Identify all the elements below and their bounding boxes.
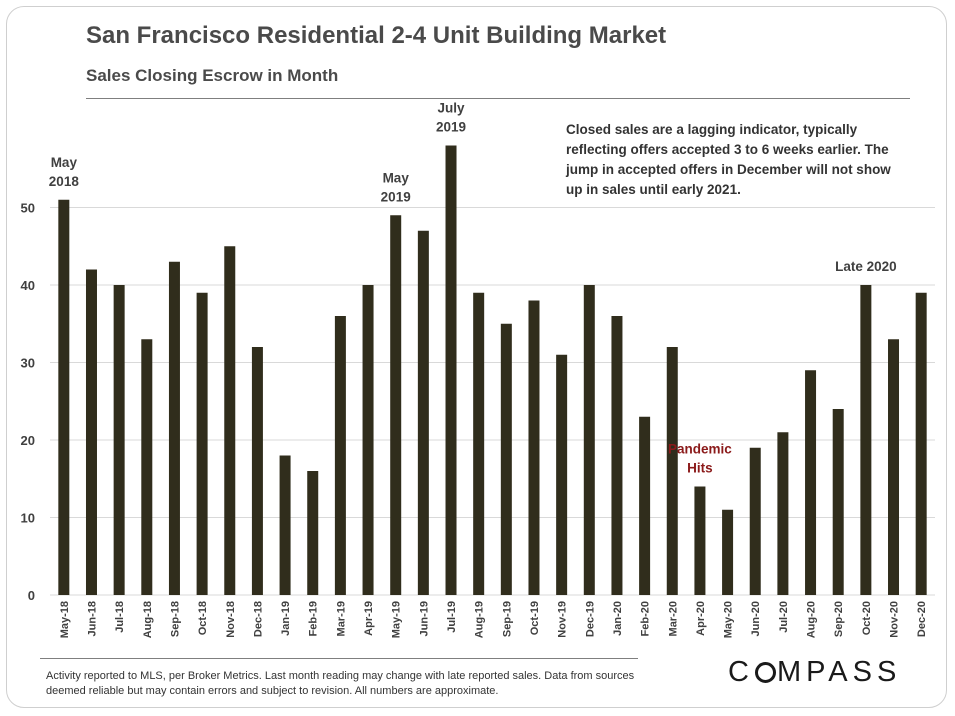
x-tick-label: Jun-19 [418, 601, 430, 636]
annotation-label: 2018 [49, 174, 80, 189]
bar [639, 416, 651, 595]
x-tick-label: Nov-19 [557, 601, 569, 638]
annotation-label: Hits [687, 461, 713, 476]
bar [556, 354, 568, 595]
x-tick-label: Dec-20 [916, 601, 928, 637]
bars [58, 145, 927, 595]
x-tick-label: Jan-19 [280, 601, 292, 636]
x-tick-label: Mar-20 [667, 601, 679, 636]
bar [113, 285, 125, 595]
bar [307, 471, 319, 595]
annotation-label: May [383, 170, 410, 185]
annotation-label: July [438, 101, 466, 116]
lagging-indicator-note: Closed sales are a lagging indicator, ty… [566, 122, 891, 197]
bar [722, 509, 734, 595]
x-tick-label: Jan-20 [612, 601, 624, 636]
logo-ring-icon [754, 662, 776, 683]
x-tick-label: Oct-20 [861, 601, 873, 635]
bar [58, 199, 70, 595]
x-tick-label: Jul-18 [114, 601, 126, 633]
bar [445, 145, 457, 595]
y-tick-label: 10 [21, 511, 35, 526]
bar [279, 455, 291, 595]
x-tick-label: Oct-18 [197, 601, 209, 635]
x-tick-label: Feb-20 [640, 601, 652, 636]
bar [888, 339, 900, 595]
x-tick-label: May-20 [723, 601, 735, 638]
footnote: Activity reported to MLS, per Broker Met… [46, 670, 635, 697]
y-axis-ticks: 0 10 20 30 40 50 [21, 201, 35, 604]
x-tick-label: Dec-18 [252, 601, 264, 637]
x-tick-label: May-19 [391, 601, 403, 638]
x-tick-label: Jun-18 [86, 601, 98, 636]
footer-divider [40, 658, 638, 659]
x-tick-label: Feb-19 [308, 601, 320, 636]
bar [224, 246, 236, 595]
gridlines [50, 207, 935, 596]
bar [417, 230, 429, 595]
annotation-label: May [51, 155, 78, 170]
x-tick-label: Jul-20 [778, 601, 790, 633]
annotation-label: Late 2020 [835, 259, 897, 274]
bar [666, 347, 678, 595]
bar [694, 486, 706, 595]
y-tick-label: 20 [21, 433, 35, 448]
x-tick-label: Aug-18 [142, 601, 154, 638]
bar [528, 300, 540, 595]
x-tick-label: Apr-19 [363, 601, 375, 636]
bar [334, 316, 346, 595]
annotation-label: Pandemic [668, 442, 732, 457]
bar [777, 432, 789, 595]
y-tick-label: 50 [21, 201, 35, 216]
bar [362, 285, 374, 595]
x-tick-label: May-18 [59, 601, 71, 638]
annotation-label: 2019 [381, 189, 411, 204]
y-tick-label: 40 [21, 278, 35, 293]
bar [583, 285, 595, 595]
bar [805, 370, 817, 595]
chart-title: San Francisco Residential 2-4 Unit Build… [86, 22, 667, 49]
title-divider [86, 98, 910, 99]
x-tick-label: Apr-20 [695, 601, 707, 636]
x-tick-label: Oct-19 [529, 601, 541, 635]
compass-logo: C MPASS [728, 656, 902, 688]
x-tick-label: Nov-20 [889, 601, 901, 638]
annotation-label: 2019 [436, 120, 466, 135]
bar [832, 409, 844, 595]
x-tick-label: Jul-19 [446, 601, 458, 633]
x-tick-label: Aug-20 [806, 601, 818, 638]
x-tick-label: Jun-20 [750, 601, 762, 636]
bar [749, 447, 761, 595]
x-tick-label: Dec-19 [584, 601, 596, 637]
x-tick-label: Sep-18 [169, 601, 181, 637]
bar [611, 316, 623, 595]
bar [168, 261, 180, 595]
bar [860, 285, 872, 595]
annotations: May 2018 May 2019 July 2019 Pandemic Hits Late 2… [49, 101, 897, 476]
bar [251, 347, 263, 595]
x-tick-label: Sep-20 [833, 601, 845, 637]
bar [141, 339, 153, 595]
x-tick-label: Sep-19 [501, 601, 513, 637]
bar [196, 292, 208, 595]
x-tick-label: Nov-18 [225, 601, 237, 638]
y-tick-label: 30 [21, 356, 35, 371]
bar [473, 292, 485, 595]
bar [500, 323, 512, 595]
chart-subtitle: Sales Closing Escrow in Month [86, 66, 339, 85]
x-tick-label: Aug-19 [474, 601, 486, 638]
bar [915, 292, 927, 595]
x-axis-ticks: May-18 Jun-18 Jul-18 Aug-18 Sep-18 Oct-18 Nov-… [59, 601, 928, 638]
y-tick-label: 0 [28, 588, 35, 603]
bar [85, 269, 97, 595]
bar [390, 215, 402, 595]
x-tick-label: Mar-19 [335, 601, 347, 636]
